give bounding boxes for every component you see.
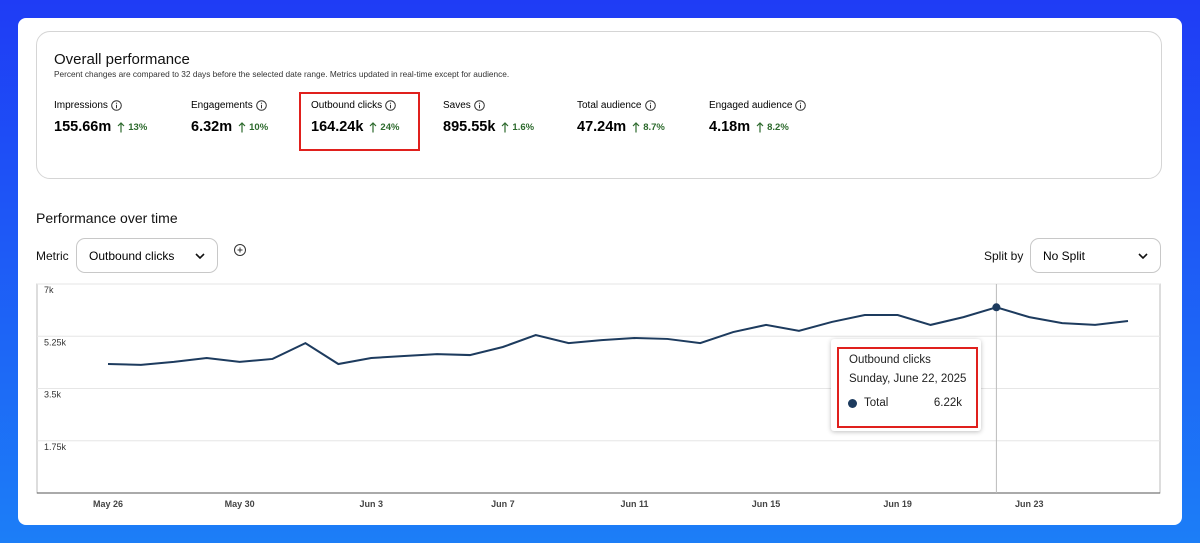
metric-dropdown[interactable]: Outbound clicks	[76, 238, 218, 273]
metric-change: 8.7%	[643, 121, 665, 133]
metric-change-row: 10%	[238, 122, 268, 133]
metric-change: 13%	[128, 121, 148, 133]
metric-label-row: Impressions	[54, 100, 147, 111]
up-arrow	[632, 121, 640, 132]
metric-value-row: 155.66m 13%	[54, 119, 147, 135]
metric: Engaged audience 4.18m 8.2%	[709, 100, 807, 135]
metric-value: 4.18m	[709, 119, 751, 135]
y-tick-label: 7k	[44, 285, 54, 295]
section-title: Performance over time	[36, 210, 178, 226]
x-tick-label: Jun 11	[620, 499, 648, 509]
metric: Total audience 47.24m 8.7%	[577, 100, 665, 135]
x-tick-label: May 30	[225, 499, 255, 509]
x-tick-label: Jun 23	[1015, 499, 1044, 509]
tooltip-swatch	[848, 399, 857, 408]
info-icon	[795, 100, 807, 111]
metric-change: 1.6%	[512, 121, 535, 133]
up-arrow	[238, 121, 246, 132]
tooltip	[831, 339, 981, 431]
up-arrow	[117, 121, 125, 132]
y-tick-label: 5.25k	[44, 337, 67, 347]
metric-change-row: 13%	[117, 122, 147, 133]
metric-change-row: 8.7%	[632, 122, 665, 133]
metric-value-row: 895.55k 1.6%	[443, 119, 534, 135]
metric-value-row: 4.18m 8.2%	[709, 119, 806, 135]
info-icon	[644, 100, 656, 111]
metric-value-row: 47.24m 8.7%	[577, 119, 665, 135]
metric-change: 8.2%	[767, 121, 789, 133]
up-arrow	[369, 121, 377, 132]
metric-label: Metric	[36, 249, 69, 263]
metric-label: Outbound clicks	[311, 100, 383, 111]
metric-label-row: Engaged audience	[709, 100, 807, 111]
add-icon[interactable]	[233, 243, 247, 257]
chevron	[1138, 252, 1148, 259]
x-tick-label: Jun 7	[491, 499, 515, 509]
tooltip-value: 6.22k	[933, 397, 962, 409]
tooltip-series: Total	[864, 397, 889, 409]
metric-label: Impressions	[54, 100, 108, 111]
metric: Engagements 6.32m 10%	[191, 100, 268, 135]
split-label: Split by	[984, 249, 1024, 263]
metric: Impressions 155.66m 13%	[54, 100, 147, 135]
metric-change-row: 8.2%	[756, 122, 789, 133]
highlight-box	[837, 347, 978, 428]
tooltip-title: Outbound clicks	[849, 354, 931, 366]
metric-change-row: 24%	[369, 122, 399, 133]
x-tick-label: Jun 15	[752, 499, 781, 509]
x-tick-label: Jun 19	[883, 499, 912, 509]
metric-value: 155.66m	[54, 119, 112, 135]
tooltip-date: Sunday, June 22, 2025	[849, 373, 967, 385]
chevron	[195, 252, 205, 259]
metric-value: 6.32m	[191, 119, 233, 135]
highlight-box	[299, 92, 420, 151]
y-tick-label: 3.5k	[44, 390, 62, 400]
metric-value: 47.24m	[577, 119, 627, 135]
metric-change-row: 1.6%	[501, 122, 534, 133]
metric-label: Saves	[443, 100, 471, 111]
y-tick-label: 1.75k	[44, 442, 67, 452]
metric-value: Outbound clicks	[89, 248, 175, 263]
metric-label-row: Saves	[443, 100, 534, 111]
metric-change: 24%	[380, 121, 400, 133]
metric: Outbound clicks 164.24k 24%	[311, 100, 399, 135]
metric-label: Engaged audience	[709, 100, 793, 111]
metric: Saves 895.55k 1.6%	[443, 100, 534, 135]
metric-label-row: Total audience	[577, 100, 665, 111]
up-arrow	[756, 121, 764, 132]
metric-change: 10%	[249, 121, 269, 133]
metric-label: Engagements	[191, 100, 253, 111]
metric-label: Total audience	[577, 100, 642, 111]
info-icon	[473, 100, 485, 111]
metric-label-row: Outbound clicks	[311, 100, 399, 111]
info-icon	[385, 100, 396, 111]
x-tick-label: Jun 3	[359, 499, 383, 509]
hover-point	[992, 303, 1001, 312]
info-icon	[111, 100, 122, 111]
x-tick-label: May 26	[93, 499, 123, 509]
up-arrow	[501, 121, 509, 132]
summary-panel	[36, 31, 1162, 179]
metric-value-row: 164.24k 24%	[311, 119, 399, 135]
split-dropdown[interactable]: No Split	[1030, 238, 1161, 273]
metric-value: 164.24k	[311, 119, 364, 135]
metric-value-row: 6.32m 10%	[191, 119, 268, 135]
metric-value: 895.55k	[443, 119, 496, 135]
panel-title: Overall performance	[54, 51, 190, 68]
panel-subtitle: Percent changes are compared to 32 days …	[54, 69, 510, 79]
split-value: No Split	[1043, 248, 1086, 263]
line-series	[107, 306, 1129, 366]
metric-label-row: Engagements	[191, 100, 268, 111]
info-icon	[255, 100, 267, 111]
